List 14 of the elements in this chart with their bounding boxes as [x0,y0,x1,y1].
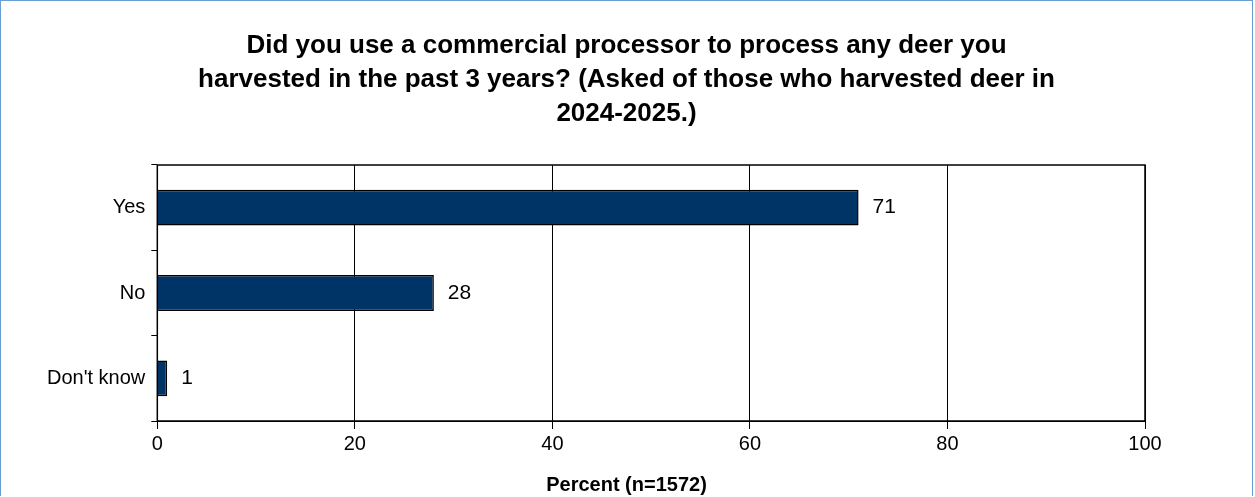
data-label: 28 [447,279,472,303]
x-tick-label: 80 [936,431,959,454]
x-tick-label: 20 [343,431,366,454]
y-tick-label: Yes [112,195,146,218]
x-tick-label: 100 [1128,431,1162,454]
y-tick-label: No [119,280,146,303]
x-tick-label: 0 [151,431,163,454]
x-tick-label: 40 [541,431,564,454]
x-tick-label: 60 [738,431,762,454]
data-label: 71 [872,194,896,218]
data-label: 1 [181,365,193,389]
x-axis-title: Percent (n=1572) [545,473,708,496]
y-tick-label: Don't know [47,365,146,388]
chart-title: Did you use a commercial processor to process any deer you harvested in the past 3 years? (Asked of those who harvested deer in 2024-2025.) [197,28,1056,129]
